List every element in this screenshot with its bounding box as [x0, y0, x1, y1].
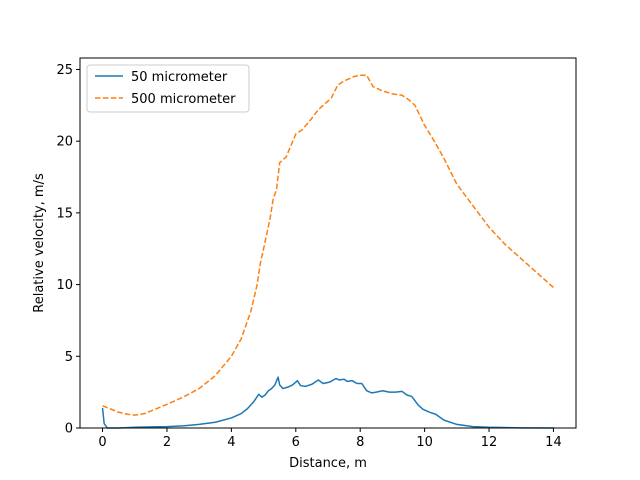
- y-axis-label: Relative velocity, m/s: [32, 173, 47, 313]
- x-tick-label: 2: [163, 435, 171, 450]
- y-axis-ticks: 0 5 10 15 20 25: [56, 63, 80, 437]
- y-tick-label: 15: [56, 206, 73, 221]
- x-tick-label: 8: [356, 435, 364, 450]
- x-tick-label: 14: [545, 435, 562, 450]
- series-line-50-micrometer: [101, 376, 554, 429]
- x-tick-label: 0: [98, 435, 106, 450]
- legend-box: [86, 64, 250, 113]
- y-tick-label: 20: [56, 135, 73, 150]
- x-tick-label: 6: [292, 435, 300, 450]
- series-line-500-micrometer: [102, 74, 554, 416]
- y-tick-label: 25: [56, 63, 73, 78]
- legend-label-500-micrometer: 500 micrometer: [131, 92, 236, 107]
- y-tick-label: 0: [65, 422, 73, 437]
- x-axis-label: Distance, m: [289, 456, 367, 471]
- x-tick-label: 12: [481, 435, 498, 450]
- plot-lines: [101, 74, 554, 429]
- legend: 50 micrometer 500 micrometer: [86, 64, 250, 113]
- y-tick-label: 5: [65, 350, 73, 365]
- y-tick-label: 10: [56, 278, 73, 293]
- x-axis-ticks: 0 2 4 6 8 10 12 14: [98, 428, 562, 450]
- x-tick-label: 10: [416, 435, 433, 450]
- x-tick-label: 4: [227, 435, 235, 450]
- legend-label-50-micrometer: 50 micrometer: [131, 70, 228, 85]
- plot-frame: [79, 57, 577, 429]
